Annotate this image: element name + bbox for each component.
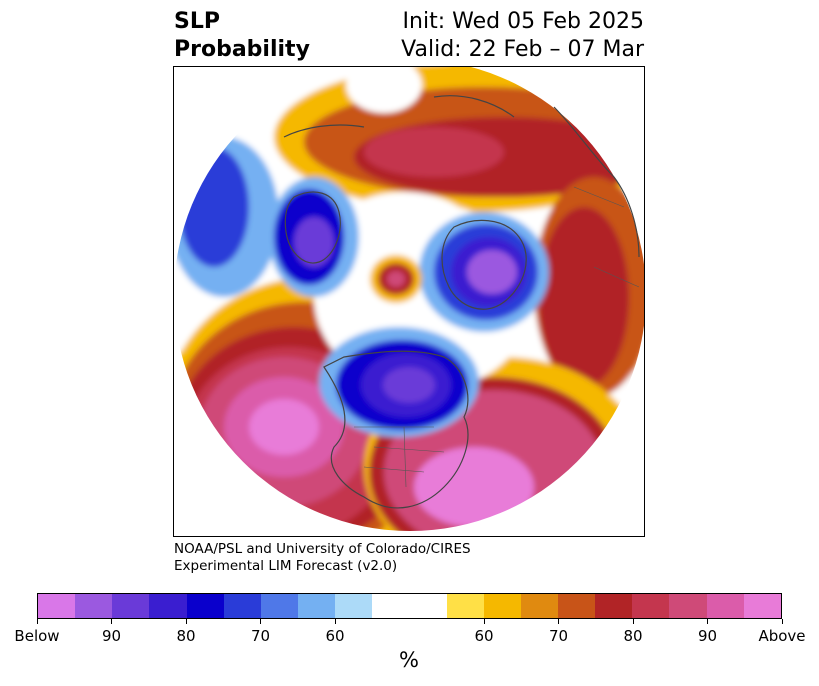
colorbar-segment	[260, 594, 298, 618]
colorbar-tick-label: 70	[548, 627, 569, 645]
colorbar-tick-mark	[483, 619, 485, 624]
colorbar-tick-mark	[260, 619, 261, 624]
credit-text: NOAA/PSL and University of Colorado/CIRE…	[174, 541, 471, 575]
colorbar	[37, 593, 782, 619]
colorbar-segment	[743, 594, 781, 618]
colorbar-tick-label: 90	[697, 627, 718, 645]
map-panel	[173, 66, 645, 537]
map-title: SLP Probability	[174, 8, 310, 64]
colorbar-segment	[186, 594, 224, 618]
colorbar-segment	[112, 594, 150, 618]
colorbar-segment	[446, 594, 484, 618]
colorbar-tick-mark	[707, 619, 708, 624]
colorbar-segment	[483, 594, 521, 618]
colorbar-tick-label: 60	[325, 627, 345, 645]
colorbar-tick-mark	[36, 619, 38, 624]
polar-map	[174, 67, 644, 536]
colorbar-segment	[149, 594, 187, 618]
title-line-2: Probability	[174, 37, 310, 62]
colorbar-tick-mark	[334, 619, 336, 624]
colorbar-units: %	[399, 648, 419, 672]
country-borders	[354, 186, 640, 488]
colorbar-tick-mark	[558, 619, 559, 624]
colorbar-segment	[669, 594, 707, 618]
colorbar-segment	[223, 594, 261, 618]
colorbar-tick-label: Below	[14, 627, 60, 645]
colorbar-tick-label: 80	[623, 627, 643, 645]
colorbar-tick-mark	[632, 619, 634, 624]
colorbar-tick-mark	[781, 619, 783, 624]
colorbar-tick-label: 90	[101, 627, 122, 645]
credit-line-1: NOAA/PSL and University of Colorado/CIRE…	[174, 541, 471, 557]
colorbar-segment	[557, 594, 596, 618]
colorbar-tick-mark	[185, 619, 187, 624]
colorbar-segment	[297, 594, 336, 618]
colorbar-segment	[520, 594, 558, 618]
colorbar-segment	[38, 594, 76, 618]
colorbar-segment	[372, 594, 447, 618]
colorbar-tick-label: 60	[474, 627, 494, 645]
colorbar-tick-label: 80	[176, 627, 196, 645]
colorbar-tick-label: Above	[758, 627, 806, 645]
colorbar-segment	[706, 594, 744, 618]
colorbar-tick-mark	[111, 619, 112, 624]
forecast-dates: Init: Wed 05 Feb 2025 Valid: 22 Feb – 07…	[401, 8, 644, 64]
init-date: Init: Wed 05 Feb 2025	[402, 9, 644, 34]
title-line-1: SLP	[174, 9, 220, 34]
colorbar-segment	[595, 594, 633, 618]
coastlines	[283, 95, 640, 509]
valid-period: Valid: 22 Feb – 07 Mar	[401, 37, 644, 62]
colorbar-segment	[632, 594, 670, 618]
colorbar-segment	[335, 594, 373, 618]
colorbar-segment	[75, 594, 113, 618]
colorbar-tick-label: 70	[250, 627, 271, 645]
credit-line-2: Experimental LIM Forecast (v2.0)	[174, 558, 398, 574]
